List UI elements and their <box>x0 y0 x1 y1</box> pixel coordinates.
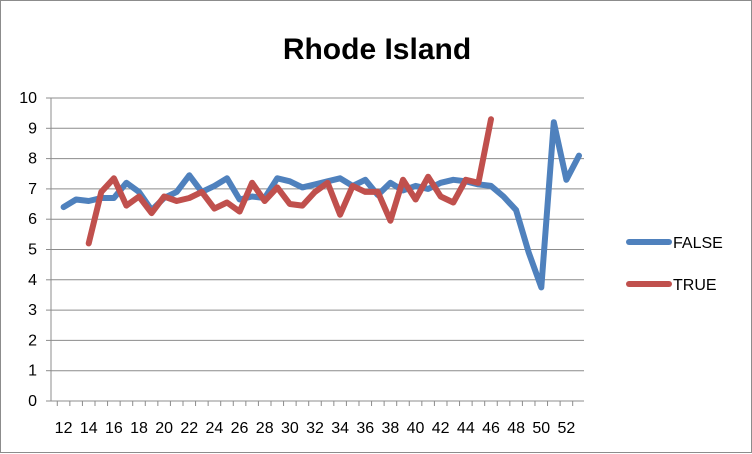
legend-label-false: FALSE <box>673 235 723 252</box>
legend: FALSE TRUE <box>626 235 723 294</box>
x-tick-label: 44 <box>457 420 475 437</box>
series-line-true <box>85 116 494 247</box>
y-tick-label: 10 <box>19 90 37 107</box>
axes <box>46 97 584 406</box>
x-tick-label: 14 <box>80 420 98 437</box>
y-tick-labels: 0 1 2 3 4 5 6 7 8 9 10 <box>19 90 37 410</box>
x-tick-label: 26 <box>231 420 249 437</box>
x-tick-label: 22 <box>180 420 198 437</box>
x-tick-label: 46 <box>482 420 500 437</box>
x-tick-label: 24 <box>206 420 224 437</box>
y-tick-label: 1 <box>28 363 37 380</box>
legend-label-true: TRUE <box>673 277 717 294</box>
x-tick-label: 34 <box>331 420 349 437</box>
gridlines <box>51 97 584 372</box>
y-tick-label: 9 <box>28 120 37 137</box>
x-tick-label: 12 <box>55 420 73 437</box>
series-line-false <box>60 119 582 291</box>
x-tick-label: 52 <box>558 420 576 437</box>
chart-title: Rhode Island <box>283 33 471 66</box>
x-tick-label: 28 <box>256 420 274 437</box>
x-tick-label: 30 <box>281 420 299 437</box>
x-tick-label: 18 <box>130 420 148 437</box>
x-tick-label: 20 <box>155 420 173 437</box>
y-tick-label: 8 <box>28 151 37 168</box>
y-tick-label: 4 <box>28 272 37 289</box>
y-tick-label: 6 <box>28 211 37 228</box>
x-tick-label: 32 <box>306 420 324 437</box>
y-tick-label: 7 <box>28 181 37 198</box>
x-tick-labels: 12 14 16 18 20 22 24 26 28 30 32 34 36 38 40 42 44 46 48 50… <box>55 420 576 437</box>
x-tick-label: 40 <box>407 420 425 437</box>
y-tick-label: 5 <box>28 242 37 259</box>
y-tick-label: 0 <box>28 393 37 410</box>
y-tick-label: 2 <box>28 332 37 349</box>
x-tick-label: 48 <box>507 420 525 437</box>
x-tick-label: 16 <box>105 420 123 437</box>
x-tick-label: 50 <box>532 420 550 437</box>
x-tick-label: 42 <box>432 420 450 437</box>
x-tick-label: 36 <box>356 420 374 437</box>
x-tick-label: 38 <box>382 420 400 437</box>
series-lines <box>60 116 582 291</box>
y-tick-label: 3 <box>28 302 37 319</box>
